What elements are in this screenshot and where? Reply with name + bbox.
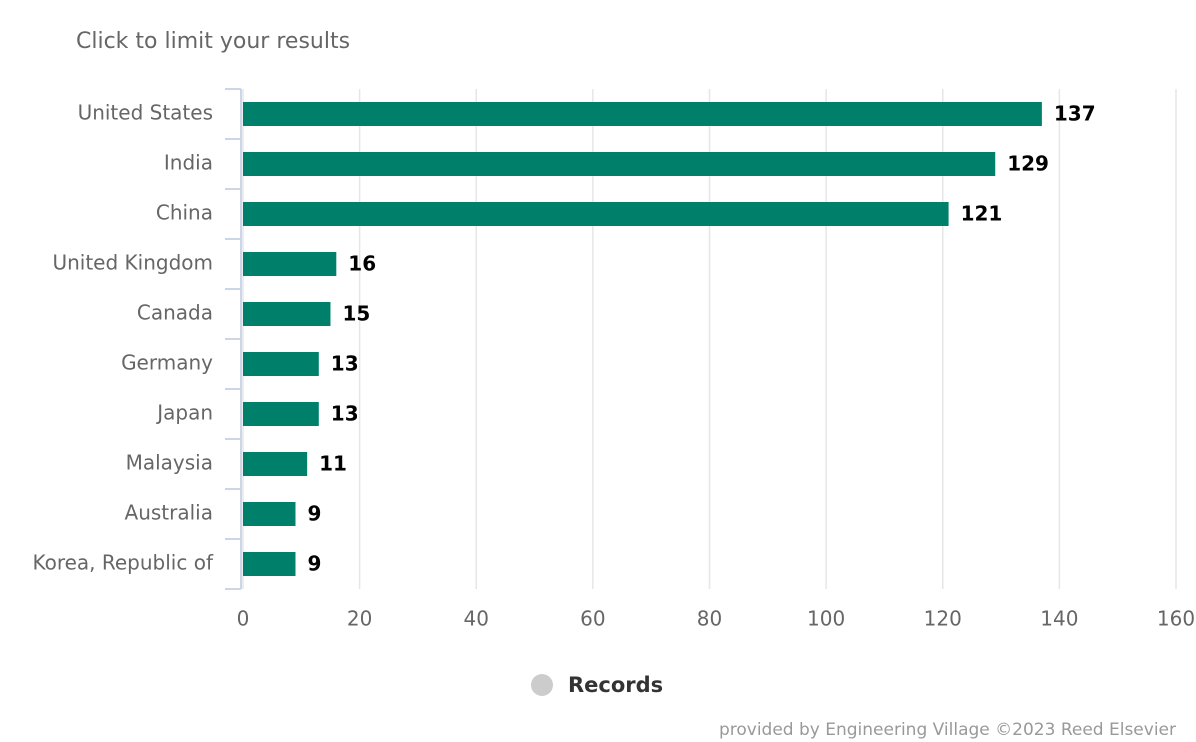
x-tick-label: 140	[1040, 607, 1078, 631]
bar[interactable]	[243, 352, 319, 376]
data-label: 129	[1007, 152, 1049, 176]
y-tick-label: Korea, Republic of	[32, 551, 213, 575]
y-tick-label: United Kingdom	[52, 251, 213, 275]
bar[interactable]	[243, 152, 996, 176]
data-label: 9	[307, 552, 321, 576]
y-tick-label: India	[164, 151, 213, 175]
legend-symbol[interactable]	[531, 674, 553, 696]
bar[interactable]	[243, 452, 308, 476]
data-label: 15	[342, 302, 370, 326]
data-label: 11	[319, 452, 347, 476]
x-tick-label: 40	[464, 607, 489, 631]
bar[interactable]	[243, 102, 1042, 126]
credits[interactable]: provided by Engineering Village ©2023 Re…	[719, 720, 1176, 740]
x-tick-label: 100	[807, 607, 845, 631]
bar[interactable]	[243, 252, 337, 276]
bar[interactable]	[243, 502, 296, 526]
data-label: 13	[331, 402, 359, 426]
x-tick-label: 60	[580, 607, 605, 631]
data-label: 121	[961, 202, 1003, 226]
bar[interactable]	[243, 402, 319, 426]
y-tick-label: China	[156, 201, 213, 225]
x-tick-label: 20	[347, 607, 372, 631]
x-tick-label: 160	[1157, 607, 1195, 631]
data-label: 9	[307, 502, 321, 526]
x-tick-label: 0	[237, 607, 250, 631]
x-tick-label: 120	[924, 607, 962, 631]
chart-subtitle: Click to limit your results	[76, 29, 350, 54]
x-tick-label: 80	[697, 607, 722, 631]
y-tick-label: United States	[78, 101, 213, 125]
bar[interactable]	[243, 552, 296, 576]
y-tick-label: Australia	[125, 501, 213, 525]
data-label: 137	[1054, 102, 1096, 126]
y-tick-label: Canada	[137, 301, 213, 325]
data-label: 13	[331, 352, 359, 376]
bar[interactable]	[243, 202, 949, 226]
y-tick-label: Malaysia	[126, 451, 213, 475]
legend-label[interactable]: Records	[568, 673, 663, 697]
y-tick-label: Japan	[155, 401, 213, 425]
y-tick-label: Germany	[121, 351, 213, 375]
bar[interactable]	[243, 302, 331, 326]
data-label: 16	[348, 252, 376, 276]
